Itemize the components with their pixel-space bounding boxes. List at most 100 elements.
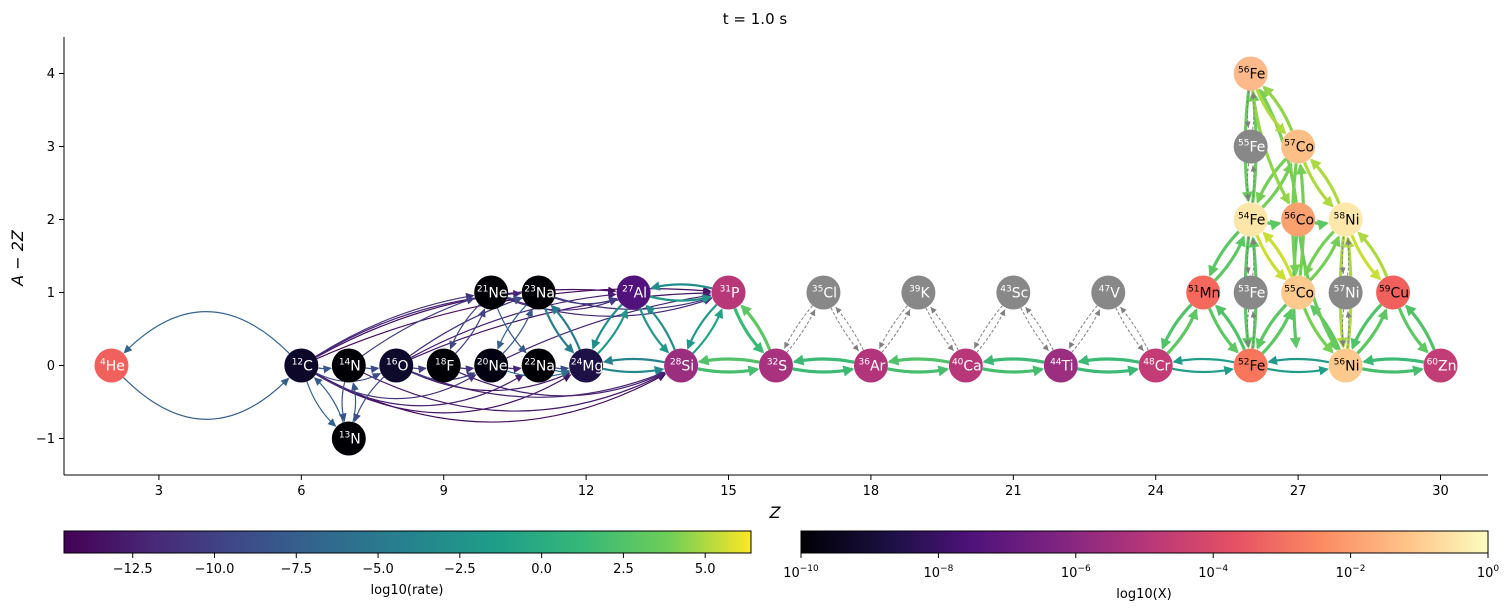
dashed-reaction-edge: [1250, 238, 1257, 276]
dashed-reaction-edge: [1339, 236, 1346, 274]
nucleus-label: 13N: [339, 431, 361, 448]
y-tick-label: 0: [47, 359, 55, 374]
dashed-reaction-edge: [925, 307, 955, 352]
nucleus-node: 16O: [379, 348, 414, 383]
nucleus-label: 57Co: [1284, 139, 1314, 156]
reaction-edge: [1361, 365, 1424, 377]
dashed-reaction-edge: [783, 305, 813, 349]
nucleus-label: 44Ti: [1050, 358, 1073, 375]
reaction-edge: [1262, 85, 1294, 132]
colorbar-abundance: 10−10 10−8 10−6 10−4 10−2 100 log10(X): [783, 530, 1500, 602]
dashed-reaction-edge: [786, 309, 816, 353]
nucleus-label: 56Co: [1284, 212, 1314, 229]
x-tick-label: 27: [1290, 484, 1307, 499]
reaction-edge: [362, 296, 476, 357]
nucleus-label: 58Ni: [1334, 212, 1360, 229]
nucleus-node: 36Ar: [853, 348, 888, 383]
colorbar-rate-tick-label: 2.5: [613, 562, 634, 577]
reaction-edge: [1302, 161, 1334, 208]
reaction-edge: [496, 308, 527, 354]
reaction-edge: [1267, 366, 1329, 376]
reaction-edge: [1172, 366, 1234, 376]
nucleus-label: 16O: [386, 358, 408, 375]
reaction-edge: [1356, 308, 1388, 355]
reaction-edge: [1077, 365, 1140, 377]
reaction-edge: [318, 365, 332, 374]
reaction-edge: [733, 307, 765, 354]
reaction-edge: [554, 369, 570, 377]
reaction-edge: [365, 365, 380, 374]
dashed-reaction-edge: [1071, 309, 1101, 353]
colorbar-rate-tick-label: −10.0: [195, 562, 235, 577]
nucleus-node: 52Fe: [1233, 348, 1268, 383]
nucleus-label: 4He: [100, 358, 125, 375]
dashed-reaction-edge: [1250, 165, 1257, 203]
chart-title: t = 1.0 s: [723, 10, 788, 28]
dashed-reaction-edge: [1339, 309, 1346, 347]
x-tick-label: 3: [155, 484, 163, 499]
nucleus-label: 36Ar: [859, 358, 886, 375]
reaction-edge: [1314, 219, 1329, 231]
nucleus-label: 35Cl: [812, 285, 837, 302]
reaction-edge: [1308, 235, 1341, 282]
nucleus-label: 14N: [339, 358, 361, 375]
nucleus-label: 60Zn: [1427, 358, 1457, 375]
dashed-reaction-edge: [976, 309, 1006, 353]
nucleus-label: 55Co: [1284, 285, 1314, 302]
x-tick-label: 12: [578, 484, 595, 499]
nucleus-label: 59Cu: [1379, 285, 1409, 302]
reaction-edge: [1310, 158, 1341, 205]
nucleus-node: 56Fe: [1233, 56, 1268, 91]
nucleus-node: 54Fe: [1233, 202, 1268, 237]
reaction-edge: [1350, 234, 1382, 281]
x-tick-label: 21: [1005, 484, 1022, 499]
reaction-edge: [1160, 303, 1193, 350]
nucleus-node: 23Na: [521, 275, 556, 310]
y-tick-label: 2: [47, 213, 55, 228]
colorbar-abundance-tick-label: 10−10: [783, 564, 819, 581]
nucleus-node: 57Co: [1281, 129, 1316, 164]
dashed-reaction-edge: [1250, 311, 1257, 349]
dashed-reaction-edge: [1115, 307, 1144, 352]
nucleus-node: 55Co: [1281, 275, 1316, 310]
reaction-edge: [1397, 307, 1429, 354]
reaction-edge: [353, 376, 385, 423]
reaction-edge: [887, 354, 950, 366]
reaction-edge: [1350, 303, 1383, 350]
reaction-edge: [645, 304, 676, 351]
nucleus-node: 55Fe: [1233, 129, 1268, 164]
reaction-edge: [1404, 304, 1436, 351]
reaction-edge: [1357, 231, 1389, 278]
nucleus-label: 23Na: [524, 285, 555, 302]
reaction-edge: [306, 381, 337, 427]
nucleus-label: 40Ca: [952, 358, 982, 375]
nucleus-node: 59Cu: [1376, 275, 1411, 310]
nucleus-node: 32S: [759, 348, 793, 383]
reaction-edge: [449, 304, 480, 350]
colorbar-abundance-tick-label: 100: [1477, 564, 1500, 581]
nucleus-node: 20Ne: [474, 348, 509, 383]
dashed-reaction-edge: [1020, 307, 1050, 352]
reaction-edge: [697, 365, 760, 377]
dashed-reaction-edge: [1120, 306, 1149, 351]
nucleus-label: 56Ni: [1334, 358, 1360, 375]
nucleus-label: 57Ni: [1334, 285, 1360, 302]
reaction-edge: [507, 365, 522, 374]
colorbar-abundance-tick-label: 10−4: [1198, 564, 1228, 581]
nucleus-node: 60Zn: [1423, 348, 1458, 383]
reaction-edge: [740, 304, 772, 351]
nucleus-label: 20Ne: [477, 358, 508, 375]
x-tick-label: 9: [440, 484, 448, 499]
nucleus-node: 44Ti: [1043, 348, 1078, 383]
reaction-edge: [507, 296, 523, 304]
nucleus-node: 13N: [331, 421, 366, 456]
nucleus-node: 53Fe: [1233, 275, 1268, 310]
nucleus-label: 12C: [292, 358, 313, 375]
reaction-edge: [554, 297, 618, 305]
reaction-edge: [649, 294, 713, 304]
x-tick-label: 24: [1147, 484, 1164, 499]
dashed-reaction-edge: [1244, 163, 1251, 201]
nucleus-node: 58Ni: [1328, 202, 1363, 237]
reaction-edge: [1077, 354, 1140, 366]
